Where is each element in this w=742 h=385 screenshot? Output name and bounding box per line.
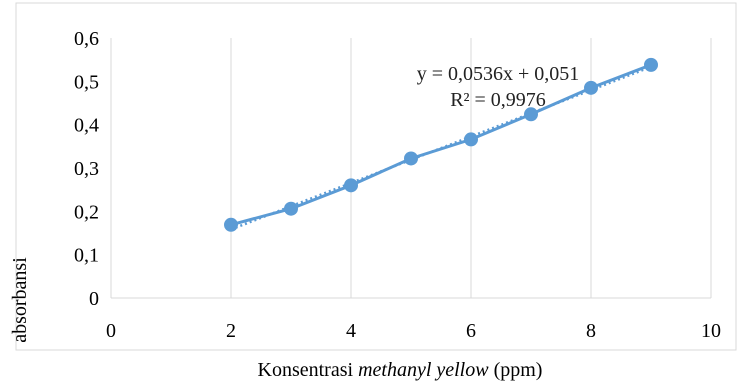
data-series (224, 57, 658, 232)
y-tick-label-6: 0,6 (74, 28, 99, 50)
trendline-equation: y = 0,0536x + 0,051 (417, 63, 580, 85)
x-tick-label-4: 4 (346, 320, 356, 342)
x-tick-labels: 0 2 4 6 8 10 (106, 320, 721, 342)
y-tick-label-0: 0 (89, 288, 99, 310)
data-point-1 (284, 201, 298, 216)
x-tick-label-0: 0 (106, 320, 116, 342)
y-axis-title: absorbansi (9, 257, 31, 343)
data-point-6 (584, 80, 598, 95)
gridlines (110, 38, 712, 299)
chart-border (15, 2, 737, 351)
data-point-3 (404, 151, 418, 166)
data-point-4 (464, 132, 478, 147)
x-tick-label-10: 10 (701, 320, 721, 342)
y-tick-label-4: 0,4 (74, 115, 99, 137)
data-point-7 (644, 57, 658, 72)
data-point-2 (344, 178, 358, 193)
data-point-5 (524, 107, 538, 122)
series-line (230, 63, 652, 227)
x-tick-label-2: 2 (226, 320, 236, 342)
y-tick-label-2: 0,2 (74, 201, 99, 223)
trendline-r-squared: R² = 0,9976 (450, 89, 546, 111)
y-tick-label-5: 0,5 (74, 71, 99, 93)
y-tick-label-1: 0,1 (74, 245, 99, 267)
x-tick-label-8: 8 (586, 320, 596, 342)
data-point-0 (224, 217, 238, 232)
y-tick-label-3: 0,3 (74, 158, 99, 180)
y-tick-labels: 0 0,1 0,2 0,3 0,4 0,5 0,6 (74, 28, 99, 310)
x-tick-label-6: 6 (466, 320, 476, 342)
x-axis-title: Konsentrasi methanyl yellow (ppm) (258, 359, 543, 381)
